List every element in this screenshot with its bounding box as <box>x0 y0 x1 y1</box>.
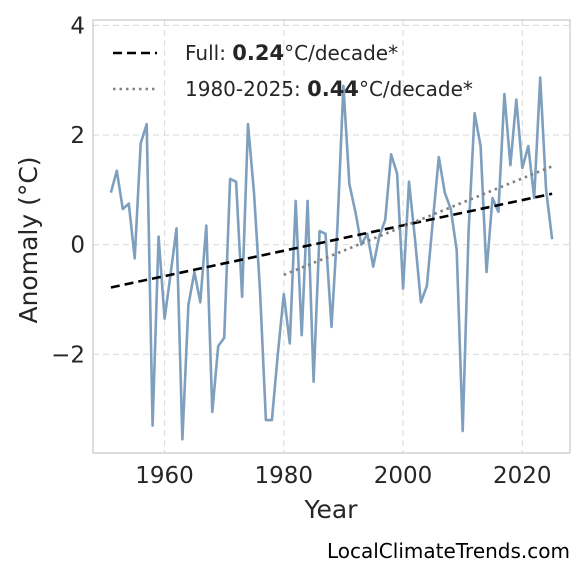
x-tick-label: 1980 <box>255 463 314 489</box>
legend-recent-unit: °C/decade* <box>359 77 473 101</box>
x-tick-label: 2000 <box>374 463 433 489</box>
y-tick-labels: −2 0 2 4 <box>51 13 85 368</box>
y-tick-label: 0 <box>70 233 85 259</box>
full-trend-line <box>110 192 553 289</box>
y-axis-label: Anomaly (°C) <box>14 156 43 323</box>
x-tick-label: 2020 <box>493 463 552 489</box>
anomaly-series-line <box>109 76 554 441</box>
legend-entry-recent-trend: 1980-2025: 0.44°C/decade* <box>185 77 473 101</box>
y-tick-label: 2 <box>70 123 85 149</box>
watermark: LocalClimateTrends.com <box>327 539 570 563</box>
legend-full-rate: 0.24 <box>232 41 284 65</box>
x-axis-label: Year <box>304 495 359 524</box>
legend-entry-full-trend: Full: 0.24°C/decade* <box>185 41 398 65</box>
x-tick-label: 1960 <box>135 463 194 489</box>
x-tick-labels: 1960 1980 2000 2020 <box>135 463 551 489</box>
y-tick-label: −2 <box>51 342 85 368</box>
y-tick-label: 4 <box>70 13 85 39</box>
trend-lines <box>110 165 553 289</box>
legend-recent-prefix: 1980-2025: <box>185 77 307 101</box>
recent-trend-line <box>283 165 553 277</box>
legend-recent-rate: 0.44 <box>307 77 359 101</box>
data-series <box>109 76 554 441</box>
legend: Full: 0.24°C/decade* 1980-2025: 0.44°C/d… <box>113 41 473 101</box>
grid-lines <box>93 20 570 453</box>
plot-frame <box>92 19 571 454</box>
legend-full-unit: °C/decade* <box>284 41 398 65</box>
legend-full-prefix: Full: <box>185 41 232 65</box>
